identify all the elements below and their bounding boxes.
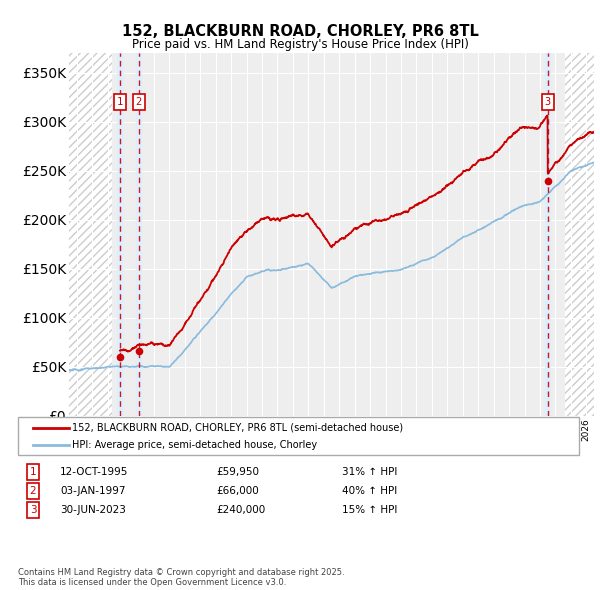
Bar	[69, 53, 112, 416]
Text: £240,000: £240,000	[216, 505, 265, 514]
Text: 3: 3	[29, 505, 37, 514]
Text: 03-JAN-1997: 03-JAN-1997	[60, 486, 125, 496]
Text: 2: 2	[29, 486, 37, 496]
Text: £66,000: £66,000	[216, 486, 259, 496]
Text: 12-OCT-1995: 12-OCT-1995	[60, 467, 128, 477]
Text: 152, BLACKBURN ROAD, CHORLEY, PR6 8TL: 152, BLACKBURN ROAD, CHORLEY, PR6 8TL	[122, 24, 478, 38]
Text: £59,950: £59,950	[216, 467, 259, 477]
Text: Contains HM Land Registry data © Crown copyright and database right 2025.
This d: Contains HM Land Registry data © Crown c…	[18, 568, 344, 587]
Text: 3: 3	[545, 97, 551, 107]
Text: 2: 2	[136, 97, 142, 107]
Text: 30-JUN-2023: 30-JUN-2023	[60, 505, 126, 514]
Text: 152, BLACKBURN ROAD, CHORLEY, PR6 8TL (semi-detached house): 152, BLACKBURN ROAD, CHORLEY, PR6 8TL (s…	[72, 423, 403, 433]
Bar	[545, 53, 550, 416]
Text: 31% ↑ HPI: 31% ↑ HPI	[342, 467, 397, 477]
Bar	[136, 53, 142, 416]
Bar	[565, 53, 594, 416]
Text: 15% ↑ HPI: 15% ↑ HPI	[342, 505, 397, 514]
Text: HPI: Average price, semi-detached house, Chorley: HPI: Average price, semi-detached house,…	[72, 440, 317, 450]
Bar	[117, 53, 122, 416]
Text: 1: 1	[116, 97, 123, 107]
Text: 40% ↑ HPI: 40% ↑ HPI	[342, 486, 397, 496]
Text: Price paid vs. HM Land Registry's House Price Index (HPI): Price paid vs. HM Land Registry's House …	[131, 38, 469, 51]
Text: 1: 1	[29, 467, 37, 477]
